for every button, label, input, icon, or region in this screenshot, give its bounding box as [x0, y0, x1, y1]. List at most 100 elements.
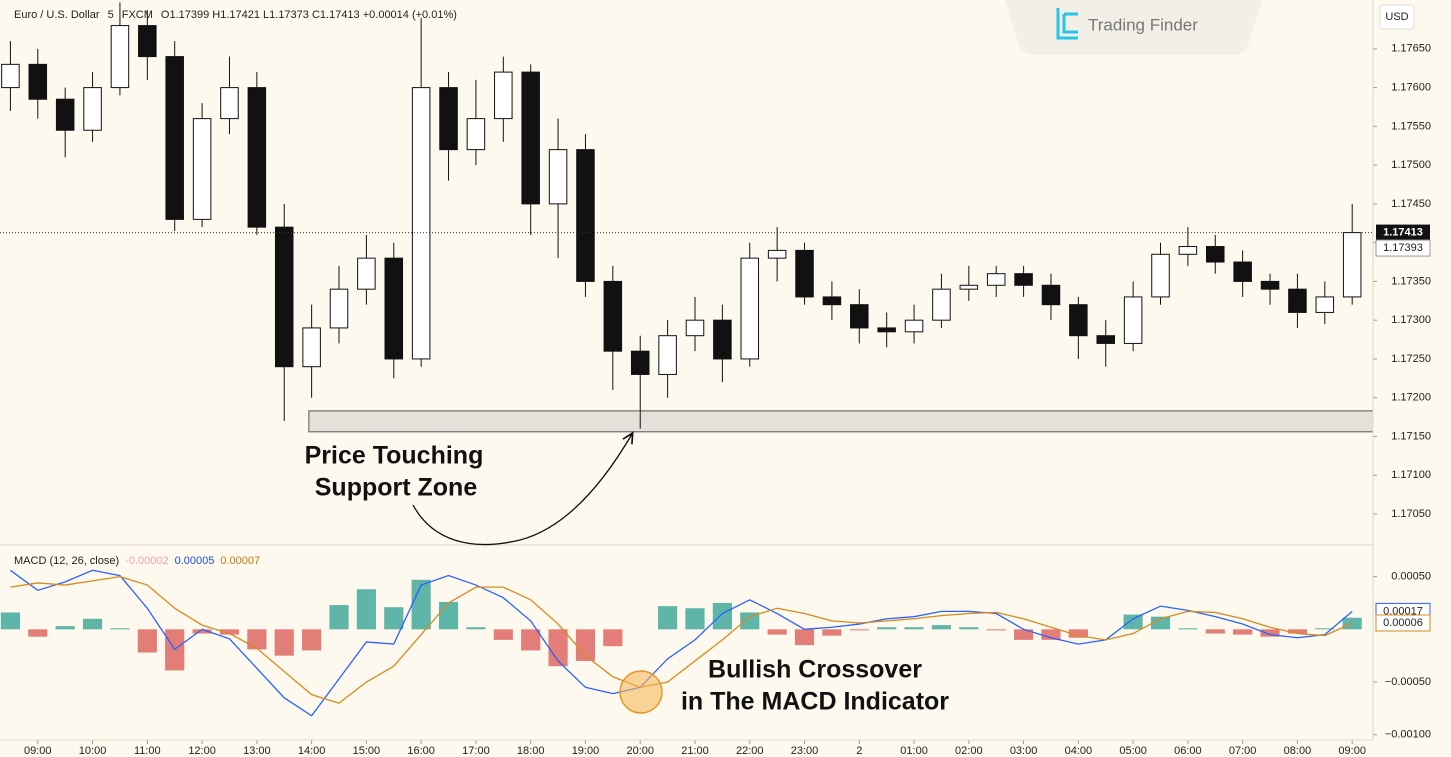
candle-body	[850, 304, 869, 329]
y-tick-label: 1.17050	[1391, 508, 1431, 520]
candle-body	[959, 284, 979, 290]
histogram-bar	[411, 579, 431, 630]
candle-body	[1014, 273, 1033, 286]
candle-body	[1206, 246, 1225, 263]
histogram-bar	[685, 608, 705, 630]
candle-body	[439, 87, 458, 151]
y-tick-label: 0.00050	[1391, 571, 1431, 583]
histogram-bar	[794, 629, 815, 646]
histogram-bar	[712, 602, 732, 630]
candle-body	[494, 71, 513, 120]
x-tick-label: 08:00	[1284, 745, 1312, 757]
crossover-highlight	[619, 670, 663, 714]
ohlc: O1.17399 H1.17421 L1.17373 C1.17413 +0.0…	[161, 9, 457, 21]
x-tick-label: 15:00	[353, 745, 381, 757]
x-tick-label: 18:00	[517, 745, 545, 757]
candle-body	[767, 249, 787, 259]
histogram-bar	[329, 605, 349, 630]
logo-text: Trading Finder	[1088, 15, 1198, 34]
candle-body	[713, 319, 732, 360]
histogram-bar	[1205, 629, 1225, 634]
y-tick-label: 1.17150	[1391, 430, 1431, 442]
support-zone	[308, 410, 1374, 433]
x-tick-label: 22:00	[736, 745, 764, 757]
histogram-bar	[986, 629, 1006, 631]
macd-title: MACD (12, 26, close)	[14, 555, 119, 567]
x-tick-label: 01:00	[900, 745, 928, 757]
x-tick-label: 2	[856, 745, 862, 757]
x-tick-label: 09:00	[24, 745, 52, 757]
x-tick-label: 19:00	[572, 745, 600, 757]
candle-body	[1178, 246, 1198, 255]
histogram-bar	[959, 627, 979, 630]
candle-body	[192, 118, 212, 220]
value-label: 0.00017	[1383, 605, 1423, 617]
histogram-bar	[822, 629, 842, 636]
x-tick-label: 09:00	[1338, 745, 1366, 757]
candle-body	[274, 226, 294, 368]
x-tick-label: 05:00	[1119, 745, 1147, 757]
x-tick-label: 20:00	[626, 745, 654, 757]
histogram-bar	[521, 629, 541, 651]
histogram-bar	[740, 612, 760, 630]
y-tick-label: 1.17500	[1391, 159, 1431, 171]
macd-line	[10, 569, 1353, 717]
candle-body	[411, 87, 431, 360]
histogram-bar	[247, 629, 267, 650]
histogram-bar	[904, 627, 924, 630]
histogram-bar	[849, 629, 869, 631]
candle-body	[329, 288, 349, 329]
histogram-bar	[1178, 628, 1198, 630]
candle-body	[1315, 296, 1335, 313]
histogram-bar	[931, 625, 952, 630]
histogram-bar	[438, 601, 459, 630]
candle-body	[165, 56, 184, 220]
candle-body	[877, 327, 896, 333]
x-tick-label: 04:00	[1065, 745, 1093, 757]
histogram-bar	[302, 629, 322, 651]
candle-body	[357, 257, 376, 290]
last-price-label: 1.17413	[1383, 226, 1423, 238]
histogram-bar	[1014, 629, 1034, 640]
x-tick-label: 17:00	[462, 745, 490, 757]
x-tick-label: 06:00	[1174, 745, 1202, 757]
currency-box	[1379, 4, 1415, 30]
histogram-bar	[658, 606, 678, 630]
histogram-bar	[466, 627, 486, 630]
currency: USD	[1385, 11, 1408, 23]
candle-body	[466, 118, 486, 151]
candle-body	[1288, 288, 1307, 313]
histogram-bar	[1260, 629, 1280, 637]
x-tick-label: 23:00	[791, 745, 819, 757]
y-tick-label: 1.17350	[1391, 275, 1431, 287]
last-price-box	[1376, 224, 1430, 241]
x-tick-label: 21:00	[681, 745, 709, 757]
candle-body	[247, 87, 267, 228]
candle-body	[904, 319, 924, 333]
x-tick-label: 10:00	[79, 745, 107, 757]
candle-body	[1123, 296, 1143, 344]
arrow	[412, 434, 632, 546]
histogram-bar	[548, 629, 568, 667]
y-tick-label: −0.00100	[1385, 729, 1431, 741]
candle-body	[220, 87, 239, 120]
y-tick-label: 1.17600	[1391, 82, 1431, 94]
candle-body	[1233, 261, 1252, 282]
legend-value: 0.00005	[175, 555, 215, 567]
y-tick-label: 1.17550	[1391, 120, 1431, 132]
x-tick-label: 11:00	[134, 745, 161, 757]
candle-body	[138, 25, 157, 58]
x-tick-label: 16:00	[407, 745, 435, 757]
candle-body	[83, 87, 102, 131]
candle-body	[302, 327, 321, 368]
candle-body	[822, 296, 842, 306]
candle-body	[28, 63, 48, 100]
histogram-bar	[0, 612, 20, 630]
x-tick-label: 14:00	[298, 745, 326, 757]
candle-body	[1, 63, 20, 89]
value-box	[1375, 614, 1431, 632]
candle-body	[685, 319, 705, 337]
histogram-bar	[1150, 616, 1171, 630]
x-tick-label: 02:00	[955, 745, 983, 757]
